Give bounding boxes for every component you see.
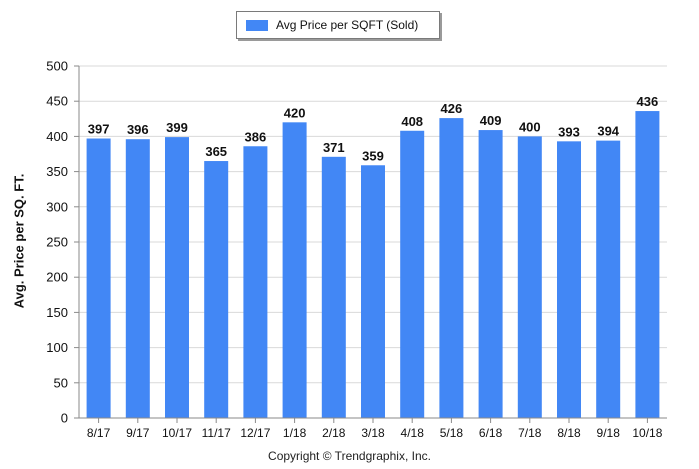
x-tick-label: 5/18 <box>440 426 464 440</box>
bar-4/18 <box>400 130 425 418</box>
y-tick-label: 200 <box>46 270 68 285</box>
bar-10/17 <box>165 137 189 418</box>
x-tick-label: 9/17 <box>126 426 150 440</box>
bar-10/18 <box>635 111 660 418</box>
data-label: 436 <box>637 94 659 109</box>
y-tick-label: 150 <box>46 305 68 320</box>
bar-5/18 <box>439 118 464 418</box>
bar-2/18 <box>321 156 346 419</box>
x-tick-label: 12/17 <box>240 426 270 440</box>
y-tick-label: 350 <box>46 164 68 179</box>
data-label: 365 <box>205 144 227 159</box>
bar-7/18 <box>517 136 542 418</box>
bar-3/18 <box>361 165 385 418</box>
bar-9/17 <box>125 139 150 418</box>
data-labels: 397 396 399 365 386 420 371 359 408 426 409 400 393 3… <box>88 94 659 163</box>
y-tick-label: 400 <box>46 129 68 144</box>
data-label: 386 <box>245 129 267 144</box>
bar-6/18 <box>478 130 503 418</box>
data-label: 359 <box>362 148 384 163</box>
bar-12/17 <box>243 146 268 419</box>
y-tick-label: 500 <box>46 59 68 74</box>
data-label: 400 <box>519 119 541 134</box>
y-tick-labels: 0 50 100 150 200 250 300 350 400 450 500 <box>46 59 79 426</box>
x-tick-label: 2/18 <box>322 426 346 440</box>
x-tick-label: 9/18 <box>597 426 621 440</box>
copyright-text: Copyright © Trendgraphix, Inc. <box>268 449 431 463</box>
x-tick-label: 10/18 <box>632 426 662 440</box>
bar-8/18 <box>557 141 581 418</box>
x-tick-label: 11/17 <box>202 426 231 440</box>
data-label: 396 <box>127 122 149 137</box>
y-tick-label: 0 <box>61 411 68 426</box>
legend-swatch <box>246 19 268 31</box>
data-label: 426 <box>441 101 463 116</box>
y-tick-label: 300 <box>46 199 68 214</box>
legend: Avg Price per SQFT (Sold) <box>236 11 440 39</box>
legend-label: Avg Price per SQFT (Sold) <box>276 18 419 32</box>
x-tick-label: 8/18 <box>557 426 581 440</box>
x-tick-label: 7/18 <box>518 426 542 440</box>
x-tick-label: 8/17 <box>87 426 111 440</box>
x-tick-label: 4/18 <box>401 426 425 440</box>
data-label: 409 <box>480 113 502 128</box>
data-label: 394 <box>597 124 619 139</box>
bar-11/17 <box>204 161 229 419</box>
data-label: 371 <box>323 140 345 155</box>
data-label: 399 <box>166 120 188 135</box>
x-tick-label: 3/18 <box>361 426 385 440</box>
y-tick-label: 50 <box>54 375 68 390</box>
y-tick-label: 250 <box>46 235 68 250</box>
data-label: 397 <box>88 122 110 137</box>
bar-9/18 <box>596 140 621 418</box>
bar-1/18 <box>282 122 307 418</box>
x-tick-label: 6/18 <box>479 426 503 440</box>
x-tick-label: 10/17 <box>162 426 192 440</box>
x-tick-label: 1/18 <box>283 426 307 440</box>
y-tick-label: 100 <box>46 340 68 355</box>
x-tick-labels: 8/17 9/17 10/17 11/17 12/17 1/18 2/18 3/18 4/18 5… <box>87 418 663 440</box>
bars <box>86 111 660 419</box>
data-label: 420 <box>284 105 306 120</box>
data-label: 408 <box>401 114 423 129</box>
bar-8/17 <box>86 138 111 418</box>
data-label: 393 <box>558 124 580 139</box>
y-tick-label: 450 <box>46 94 68 109</box>
